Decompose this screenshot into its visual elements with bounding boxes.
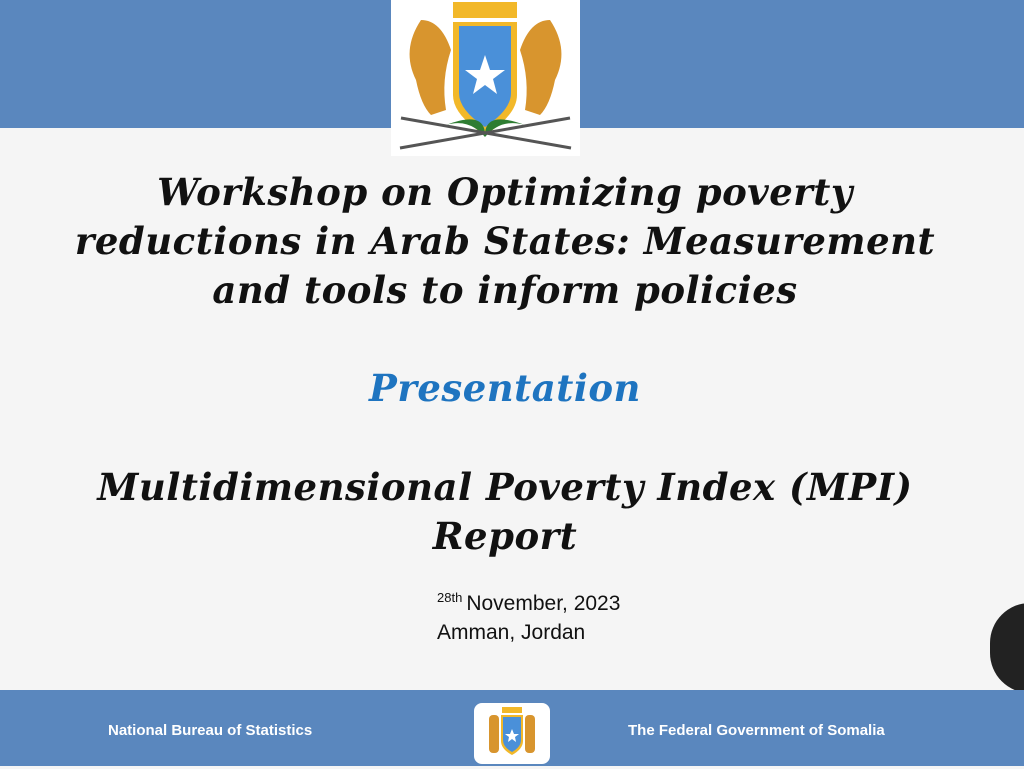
footer-band: National Bureau of Statistics The Federa…: [0, 690, 1024, 766]
title-line-3: and tools to inform policies: [212, 268, 798, 312]
report-title-line-2: Report: [432, 514, 578, 558]
decorative-shape: [990, 603, 1024, 693]
date: 28th November, 2023: [437, 590, 620, 616]
location: Amman, Jordan: [437, 621, 586, 644]
footer-left-text: National Bureau of Statistics: [108, 722, 313, 739]
footer-emblem: [474, 703, 550, 764]
coat-of-arms-emblem: [391, 0, 580, 156]
subtitle: Presentation: [369, 366, 641, 410]
date-text: November, 2023: [466, 592, 621, 615]
title-line-2: reductions in Arab States: Measurement: [74, 219, 936, 263]
title-line-1: Workshop on Optimizing poverty: [157, 170, 853, 214]
report-title-line-1: Multidimensional Poverty Index (MPI): [97, 465, 913, 509]
footer-right-text: The Federal Government of Somalia: [628, 722, 885, 739]
date-superscript: 28th: [437, 590, 463, 605]
